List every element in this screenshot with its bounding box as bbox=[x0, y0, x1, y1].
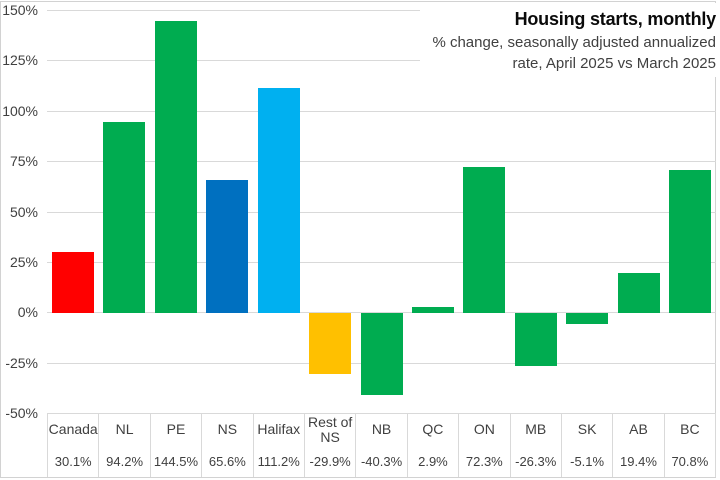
chart-subtitle: % change, seasonally adjusted annualized… bbox=[432, 32, 716, 74]
bar-mb bbox=[514, 313, 557, 367]
chart-title: Housing starts, monthly bbox=[514, 9, 717, 29]
bar-ab bbox=[617, 273, 660, 314]
bar-on bbox=[463, 166, 506, 314]
title-block: Housing starts, monthly % change, season… bbox=[420, 3, 716, 77]
value-label-ab: 19.4% bbox=[612, 446, 663, 477]
gridline-75% bbox=[47, 161, 716, 163]
value-label-rest-of-ns: -29.9% bbox=[303, 446, 355, 477]
category-label-qc: QC bbox=[406, 413, 458, 446]
y-axis-tick-label: 25% bbox=[9, 254, 38, 270]
bar-nl bbox=[103, 122, 146, 314]
category-label-halifax: Halifax bbox=[252, 413, 304, 446]
value-label-halifax: 111.2% bbox=[252, 446, 304, 477]
bar-halifax bbox=[257, 88, 300, 314]
category-label-bc: BC bbox=[663, 413, 717, 446]
bar-sk bbox=[566, 313, 609, 324]
value-label-sk: -5.1% bbox=[560, 446, 612, 477]
category-label-rest-of-ns: Rest of NS bbox=[303, 413, 355, 446]
value-label-nb: -40.3% bbox=[355, 446, 406, 477]
gridline-100% bbox=[47, 110, 716, 112]
category-label-ns: NS bbox=[201, 413, 252, 446]
bar-bc bbox=[669, 169, 712, 314]
y-axis-tick-label: 150% bbox=[2, 2, 38, 18]
y-axis-tick-label: 100% bbox=[2, 102, 38, 119]
category-label-mb: MB bbox=[509, 413, 561, 446]
value-label-pe: 144.5% bbox=[149, 446, 201, 477]
y-axis-tick-label: 75% bbox=[9, 153, 38, 170]
bar-pe bbox=[154, 21, 197, 314]
gridline-0% bbox=[47, 312, 716, 314]
bar-rest-of-ns bbox=[309, 313, 352, 374]
value-label-nl: 94.2% bbox=[98, 446, 149, 477]
value-label-on: 72.3% bbox=[458, 446, 509, 477]
value-label-bc: 70.8% bbox=[663, 446, 717, 477]
data-table-value-row: 30.1% 94.2% 144.5% 65.6% 111.2% -29.9% -40.3% 2… bbox=[47, 446, 717, 477]
chart-subtitle-line-2: rate, April 2025 vs March 2025 bbox=[512, 55, 716, 72]
gridline-50% bbox=[47, 211, 716, 213]
category-label-nl: NL bbox=[98, 413, 149, 446]
bar-ns bbox=[206, 180, 249, 314]
category-label-canada: Canada bbox=[47, 413, 98, 446]
data-table-category-row: Canada NL PE NS Halifax Rest of NS NB QC ON MB SK A… bbox=[47, 413, 717, 446]
category-label-ab: AB bbox=[612, 413, 663, 446]
gridline-150% bbox=[47, 10, 716, 11]
bar-qc bbox=[411, 306, 454, 314]
category-label-pe: PE bbox=[149, 413, 201, 446]
value-label-canada: 30.1% bbox=[47, 446, 98, 477]
gridline-25% bbox=[47, 262, 716, 263]
chart-subtitle-line-1: % change, seasonally adjusted annualized bbox=[432, 34, 716, 51]
y-axis-tick-label: -50% bbox=[5, 405, 38, 422]
gridline--50% bbox=[47, 413, 716, 415]
value-label-ns: 65.6% bbox=[201, 446, 252, 477]
gridline-125% bbox=[47, 60, 716, 62]
category-label-on: ON bbox=[458, 413, 509, 446]
bar-nb bbox=[360, 313, 403, 395]
y-axis-tick-label: -25% bbox=[5, 354, 38, 371]
value-label-qc: 2.9% bbox=[406, 446, 458, 477]
bar-canada bbox=[51, 251, 94, 314]
category-label-nb: NB bbox=[355, 413, 406, 446]
y-axis-tick-label: 125% bbox=[2, 52, 38, 69]
y-axis-tick-label: 0% bbox=[17, 304, 38, 321]
y-axis-tick-label: 50% bbox=[9, 203, 38, 220]
value-label-mb: -26.3% bbox=[509, 446, 561, 477]
category-label-sk: SK bbox=[560, 413, 612, 446]
